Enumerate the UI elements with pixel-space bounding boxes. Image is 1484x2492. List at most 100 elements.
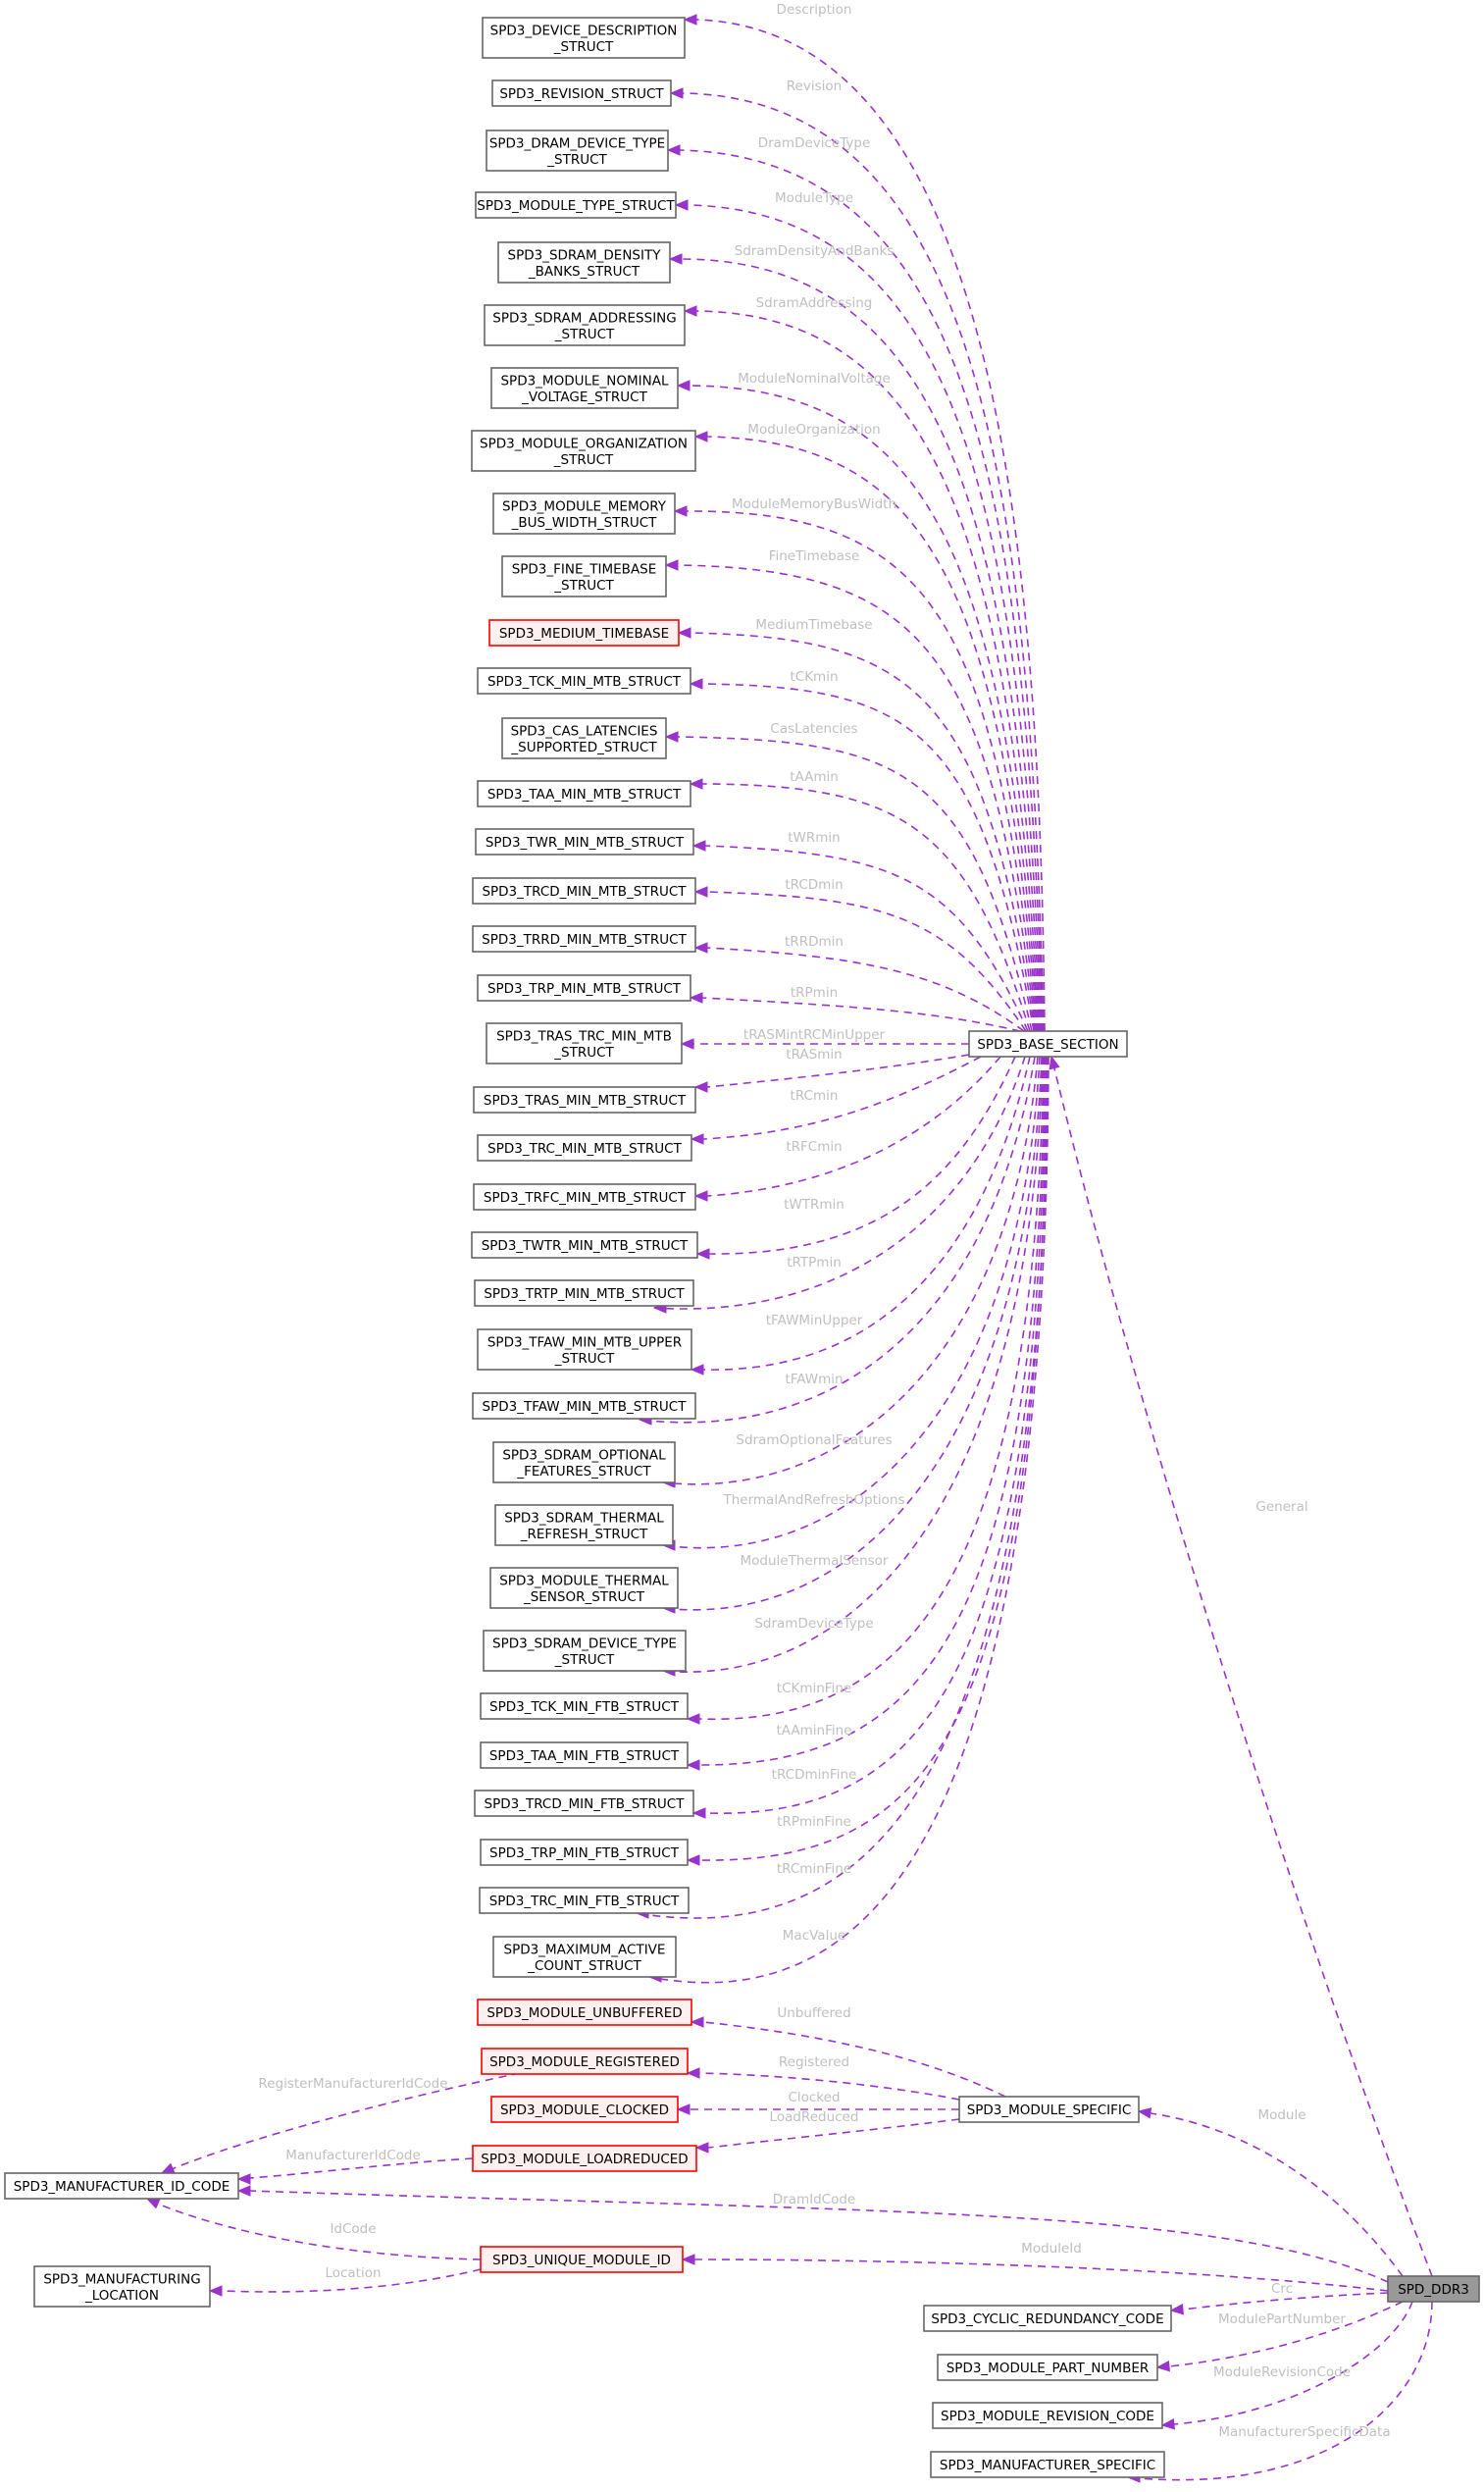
node-spd3-dram-device-type-struct[interactable]: SPD3_DRAM_DEVICE_TYPE_STRUCT [486, 130, 669, 172]
node-spd3-trcd-min-ftb-struct[interactable]: SPD3_TRCD_MIN_FTB_STRUCT [474, 1790, 694, 1817]
node-spd3-taa-min-ftb-struct[interactable]: SPD3_TAA_MIN_FTB_STRUCT [480, 1741, 689, 1769]
node-spd3-revision-struct[interactable]: SPD3_REVISION_STRUCT [491, 79, 672, 107]
node-box [477, 667, 691, 695]
edge-trasmintrcminupper: tRASMintRCMinUpper [680, 1027, 969, 1050]
node-spd3-sdram-addressing-struct[interactable]: SPD3_SDRAM_ADDRESSING_STRUCT [484, 304, 686, 346]
node-spd3-module-registered[interactable]: SPD3_MODULE_REGISTERED [481, 2048, 689, 2075]
node-spd3-tck-min-mtb-struct[interactable]: SPD3_TCK_MIN_MTB_STRUCT [477, 667, 691, 695]
node-spd3-module-thermal-sensor-struct[interactable]: SPD3_MODULE_THERMAL_SENSOR_STRUCT [489, 1567, 679, 1609]
node-spd3-tras-trc-min-mtb-struct[interactable]: SPD3_TRAS_TRC_MIN_MTB_STRUCT [486, 1022, 683, 1064]
node-spd3-cyclic-redundancy-code[interactable]: SPD3_CYCLIC_REDUNDANCY_CODE [923, 2305, 1172, 2332]
edge-label: tRCDminFine [772, 1767, 857, 1783]
node-spd3-twtr-min-mtb-struct[interactable]: SPD3_TWTR_MIN_MTB_STRUCT [471, 1231, 698, 1259]
node-label: SPD3_MODULE_REVISION_CODE [941, 2409, 1154, 2424]
node-box [480, 1839, 689, 1866]
node-label: SPD3_TFAW_MIN_MTB_STRUCT [483, 1399, 688, 1415]
node-spd3-module-unbuffered[interactable]: SPD3_MODULE_UNBUFFERED [477, 1999, 692, 2026]
node-label: _VOLTAGE_STRUCT [521, 389, 647, 405]
node-spd3-tfaw-min-mtb-struct[interactable]: SPD3_TFAW_MIN_MTB_STRUCT [472, 1392, 696, 1420]
node-spd3-trfc-min-mtb-struct[interactable]: SPD3_TRFC_MIN_MTB_STRUCT [473, 1183, 696, 1211]
node-label: SPD3_UNIQUE_MODULE_ID [492, 2253, 671, 2268]
edge-description: Description [683, 2, 1046, 1032]
arrowhead-icon [674, 199, 689, 211]
node-box [923, 2305, 1172, 2332]
node-label: SPD3_MODULE_PART_NUMBER [947, 2361, 1150, 2376]
node-box [492, 493, 676, 535]
edge-line [706, 436, 1039, 1032]
node-spd3-module-part-number[interactable]: SPD3_MODULE_PART_NUMBER [937, 2354, 1158, 2381]
edge-line [1173, 2301, 1413, 2425]
node-spd3-trtp-min-mtb-struct[interactable]: SPD3_TRTP_MIN_MTB_STRUCT [474, 1279, 694, 1307]
node-spd3-trp-min-mtb-struct[interactable]: SPD3_TRP_MIN_MTB_STRUCT [477, 974, 691, 1002]
node-spd3-sdram-density-banks-struct[interactable]: SPD3_SDRAM_DENSITY_BANKS_STRUCT [497, 241, 671, 284]
edge-line [682, 92, 1045, 1032]
edge-thermalandrefreshoptions: ThermalAndRefreshOptions [661, 1056, 1041, 1551]
node-spd3-unique-module-id[interactable]: SPD3_UNIQUE_MODULE_ID [480, 2246, 684, 2273]
edge-finetimebase: FineTimebase [664, 548, 1037, 1032]
node-spd3-fine-timebase-struct[interactable]: SPD3_FINE_TIMEBASE_STRUCT [501, 555, 667, 597]
node-spd3-tck-min-ftb-struct[interactable]: SPD3_TCK_MIN_FTB_STRUCT [480, 1692, 689, 1720]
node-spd3-medium-timebase[interactable]: SPD3_MEDIUM_TIMEBASE [488, 619, 680, 647]
node-box [474, 1279, 694, 1307]
node-spd3-module-organization-struct[interactable]: SPD3_MODULE_ORGANIZATION_STRUCT [471, 430, 696, 472]
arrowhead-icon [677, 627, 691, 639]
edge-tckminfine: tCKminFine [686, 1056, 1045, 1725]
node-spd3-trp-min-ftb-struct[interactable]: SPD3_TRP_MIN_FTB_STRUCT [480, 1839, 689, 1866]
edge-label: tCKmin [790, 669, 838, 685]
node-spd3-module-loadreduced[interactable]: SPD3_MODULE_LOADREDUCED [472, 2145, 697, 2172]
node-spd3-module-clocked[interactable]: SPD3_MODULE_CLOCKED [490, 2096, 679, 2123]
node-label: SPD3_TRTP_MIN_MTB_STRUCT [484, 1286, 685, 1302]
node-box [501, 555, 667, 597]
node-spd3-device-description-struct[interactable]: SPD3_DEVICE_DESCRIPTION_STRUCT [482, 17, 686, 59]
node-box [932, 2402, 1163, 2429]
node-spd3-trrd-min-mtb-struct[interactable]: SPD3_TRRD_MIN_MTB_STRUCT [472, 925, 696, 953]
node-box [489, 1567, 679, 1609]
node-spd3-module-memory-bus-width-struct[interactable]: SPD3_MODULE_MEMORY_BUS_WIDTH_STRUCT [492, 493, 676, 535]
arrowhead-icon [669, 87, 684, 99]
edge-label: tRCminFine [777, 1861, 851, 1877]
edge-label: SdramDensityAndBanks [735, 243, 895, 259]
node-spd3-manufacturing-location[interactable]: SPD3_MANUFACTURING_LOCATION [33, 2265, 211, 2308]
node-spd3-maximum-active-count-struct[interactable]: SPD3_MAXIMUM_ACTIVE_COUNT_STRUCT [492, 1936, 677, 1978]
node-spd3-trc-min-mtb-struct[interactable]: SPD3_TRC_MIN_MTB_STRUCT [477, 1134, 692, 1162]
node-spd3-module-nominal-voltage-struct[interactable]: SPD3_MODULE_NOMINAL_VOLTAGE_STRUCT [490, 367, 679, 409]
node-spd3-module-type-struct[interactable]: SPD3_MODULE_TYPE_STRUCT [475, 191, 677, 219]
edge-label: ThermalAndRefreshOptions [722, 1492, 904, 1508]
edge-line [662, 1056, 1044, 1673]
node-spd-ddr3[interactable]: SPD_DDR3 [1387, 2275, 1480, 2303]
arrowhead-icon [1169, 2304, 1185, 2315]
node-spd3-tfaw-min-mtb-upper-struct[interactable]: SPD3_TFAW_MIN_MTB_UPPER_STRUCT [477, 1328, 692, 1371]
node-spd3-sdram-optional-features-struct[interactable]: SPD3_SDRAM_OPTIONAL_FEATURES_STRUCT [492, 1441, 676, 1483]
node-spd3-base-section[interactable]: SPD3_BASE_SECTION [968, 1030, 1128, 1058]
node-label: SPD3_MODULE_ORGANIZATION [480, 436, 688, 451]
edge-trasmin: tRASmin [693, 1047, 970, 1093]
node-spd3-sdram-device-type-struct[interactable]: SPD3_SDRAM_DEVICE_TYPE_STRUCT [483, 1630, 687, 1672]
node-label: SPD3_MODULE_CLOCKED [500, 2103, 669, 2118]
node-spd3-trc-min-ftb-struct[interactable]: SPD3_TRC_MIN_FTB_STRUCT [479, 1887, 690, 1914]
edge-idcode: IdCode [145, 2198, 482, 2260]
node-box [484, 304, 686, 346]
arrowhead-icon [680, 1038, 694, 1050]
edge-line [704, 1056, 1047, 1814]
node-label: SPD3_TCK_MIN_FTB_STRUCT [489, 1699, 680, 1715]
node-spd3-twr-min-mtb-struct[interactable]: SPD3_TWR_MIN_MTB_STRUCT [475, 828, 694, 856]
node-spd3-taa-min-mtb-struct[interactable]: SPD3_TAA_MIN_MTB_STRUCT [477, 780, 691, 807]
node-spd3-module-specific[interactable]: SPD3_MODULE_SPECIFIC [958, 2096, 1140, 2123]
node-spd3-sdram-thermal-refresh-struct[interactable]: SPD3_SDRAM_THERMAL_REFRESH_STRUCT [494, 1504, 674, 1546]
arrowhead-icon [208, 2285, 223, 2297]
arrowhead-icon [1160, 2418, 1176, 2430]
node-box [477, 780, 691, 807]
node-label: _SUPPORTED_STRUCT [510, 740, 657, 755]
node-spd3-module-revision-code[interactable]: SPD3_MODULE_REVISION_CODE [932, 2402, 1163, 2429]
node-label: SPD3_TRCD_MIN_MTB_STRUCT [482, 884, 687, 900]
node-spd3-manufacturer-id-code[interactable]: SPD3_MANUFACTURER_ID_CODE [4, 2172, 239, 2200]
node-spd3-cas-latencies-supported-struct[interactable]: SPD3_CAS_LATENCIES_SUPPORTED_STRUCT [501, 717, 667, 759]
edge-line [698, 2072, 960, 2101]
node-box [1387, 2275, 1480, 2303]
edge-label: ModuleMemoryBusWidth [732, 496, 896, 512]
node-label: SPD3_SDRAM_ADDRESSING [492, 310, 677, 326]
node-spd3-trcd-min-mtb-struct[interactable]: SPD3_TRCD_MIN_MTB_STRUCT [472, 877, 696, 905]
node-spd3-tras-min-mtb-struct[interactable]: SPD3_TRAS_MIN_MTB_STRUCT [473, 1086, 696, 1114]
node-label: SPD3_TRCD_MIN_FTB_STRUCT [485, 1796, 686, 1812]
node-spd3-manufacturer-specific[interactable]: SPD3_MANUFACTURER_SPECIFIC [930, 2451, 1165, 2478]
